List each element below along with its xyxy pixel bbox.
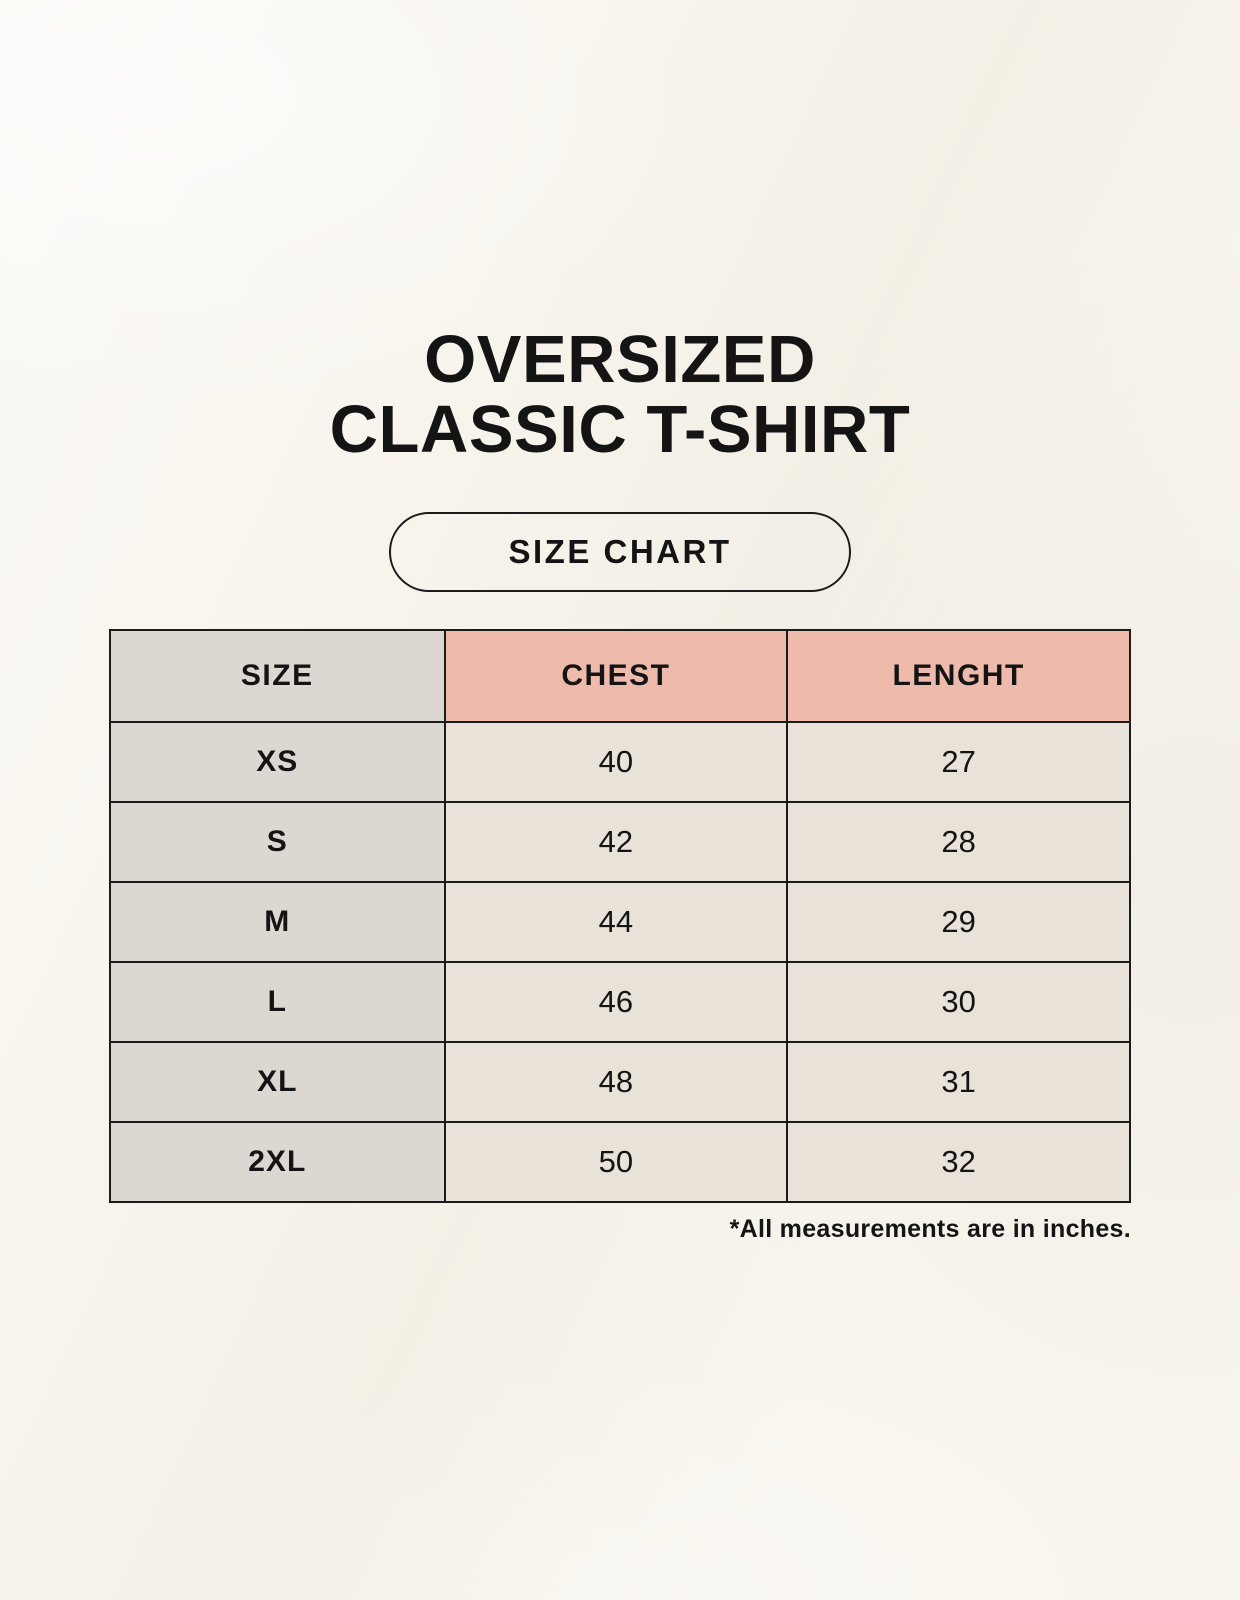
size-chart-button[interactable]: SIZE CHART: [389, 511, 851, 592]
lenght-value-cell: 31: [786, 1040, 1131, 1123]
chest-value-cell: 42: [443, 800, 789, 883]
page-title: OVERSIZED CLASSIC T-SHIRT: [0, 0, 1240, 466]
lenght-value-cell: 30: [786, 960, 1131, 1043]
page-title-line-2: CLASSIC T-SHIRT: [329, 392, 911, 468]
chest-value-cell: 40: [443, 720, 789, 803]
size-chart-button-label: SIZE CHART: [508, 532, 732, 570]
table-row-xs: XS 40 27: [109, 720, 1131, 803]
chest-value-cell: 48: [443, 1040, 789, 1123]
lenght-value-cell: 28: [786, 800, 1131, 883]
table-row-l: L 46 30: [109, 960, 1131, 1043]
lenght-value-cell: 27: [786, 720, 1131, 803]
chest-value-cell: 46: [443, 960, 789, 1043]
chest-value-cell: 44: [443, 880, 789, 963]
column-header-lenght: LENGHT: [786, 628, 1131, 723]
measurements-note: *All measurements are in inches.: [729, 1214, 1131, 1243]
lenght-value-cell: 29: [786, 880, 1131, 963]
table-row-2xl: 2XL 50 32: [109, 1120, 1131, 1203]
size-label-cell: XS: [109, 720, 446, 803]
lenght-value-cell: 32: [786, 1120, 1131, 1203]
size-label-cell: XL: [109, 1040, 446, 1123]
size-chart-table: SIZE CHEST LENGHT XS 40 27 S 42 28 M 44 …: [109, 628, 1131, 1203]
page-title-line-1: OVERSIZED: [424, 322, 816, 397]
size-label-cell: 2XL: [109, 1120, 446, 1203]
chest-value-cell: 50: [443, 1120, 789, 1203]
table-row-s: S 42 28: [109, 800, 1131, 883]
column-header-size: SIZE: [109, 628, 446, 723]
size-label-cell: L: [109, 960, 446, 1043]
table-row-m: M 44 29: [109, 880, 1131, 963]
table-row-xl: XL 48 31: [109, 1040, 1131, 1123]
size-label-cell: M: [109, 880, 446, 963]
column-header-chest: CHEST: [443, 628, 789, 723]
table-header-row: SIZE CHEST LENGHT: [109, 628, 1131, 723]
size-label-cell: S: [109, 800, 446, 883]
